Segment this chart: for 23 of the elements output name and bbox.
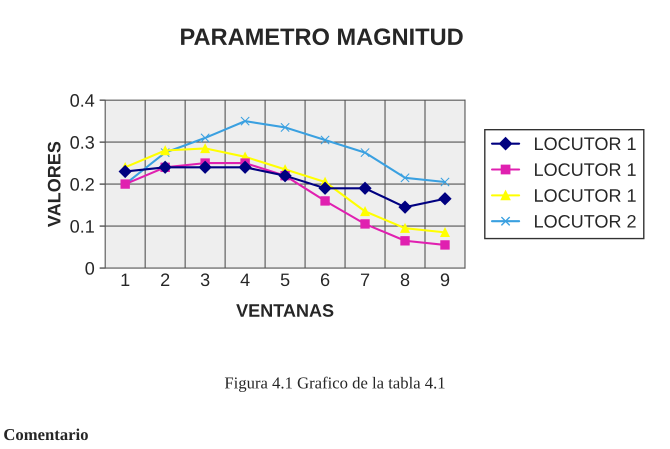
x-tick-label: 1: [122, 274, 130, 286]
x-axis-title: VENTANAS: [236, 304, 334, 317]
chart-title: PARAMETRO MAGNITUD: [181, 28, 463, 46]
y-tick-label: 0: [85, 262, 94, 275]
legend-label: LOCUTOR 2: [535, 214, 636, 228]
legend-label: LOCUTOR 1: [535, 189, 636, 202]
x-tick-label: 9: [440, 273, 450, 286]
text: Comentario: [4, 428, 88, 440]
x-tick-label: 7: [360, 274, 370, 286]
legend-label: LOCUTOR 1: [535, 163, 636, 176]
x-tick-label: 5: [280, 274, 290, 286]
y-tick-label: 0.4: [70, 94, 94, 107]
x-tick-label: 4: [240, 274, 250, 286]
y-tick-label: 0.1: [70, 220, 94, 233]
x-tick-label: 8: [400, 273, 410, 286]
y-tick-label: 0.2: [70, 178, 94, 191]
y-tick-label: 0.3: [70, 136, 94, 149]
x-tick-label: 6: [320, 273, 330, 286]
x-tick-label: 2: [161, 273, 170, 286]
legend-label: LOCUTOR 1: [535, 137, 636, 150]
x-tick-label: 3: [200, 273, 210, 286]
y-axis-title: VALORES: [48, 142, 61, 227]
text: Figura 4.1 Grafico de la tabla 4.1: [224, 376, 445, 392]
